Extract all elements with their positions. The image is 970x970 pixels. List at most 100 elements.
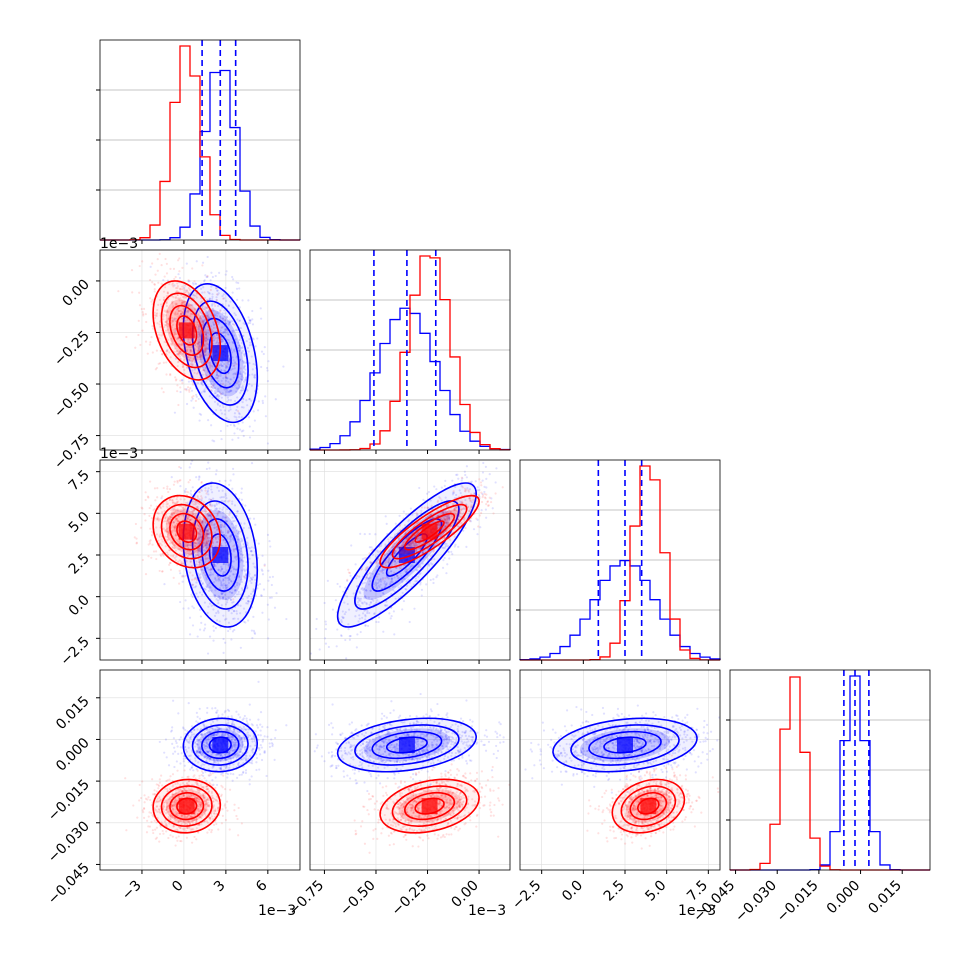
sample-point: [231, 608, 234, 611]
sample-point: [222, 582, 226, 585]
sample-point: [165, 373, 168, 376]
sample-point: [222, 496, 225, 499]
sample-point: [234, 372, 237, 375]
sample-point: [165, 361, 168, 364]
sample-point: [158, 333, 161, 336]
sample-point: [204, 333, 207, 336]
sample-point: [260, 594, 263, 597]
sample-point: [179, 297, 182, 300]
sample-point: [189, 351, 192, 354]
sample-point: [214, 337, 217, 340]
sample-point: [206, 586, 209, 589]
sample-point: [178, 465, 181, 469]
sample-point: [159, 303, 163, 306]
sample-point: [166, 292, 169, 295]
sample-point: [179, 572, 182, 575]
sample-point: [232, 538, 235, 541]
sample-point: [212, 337, 215, 340]
sample-point: [225, 544, 228, 547]
sample-point: [481, 479, 484, 482]
sample-point: [205, 585, 208, 588]
sample-point: [202, 321, 206, 325]
sample-point: [384, 515, 387, 518]
sample-point: [191, 360, 194, 363]
sample-point: [206, 315, 209, 318]
sample-point: [153, 311, 156, 314]
sample-point: [171, 545, 174, 548]
sample-point: [204, 331, 207, 334]
sample-point: [173, 480, 176, 483]
sample-point: [192, 394, 195, 398]
sample-point: [174, 310, 177, 313]
sample-point: [181, 506, 184, 509]
sample-point: [256, 409, 260, 412]
sample-point: [159, 554, 163, 557]
sample-point: [219, 317, 222, 320]
sample-point: [348, 635, 351, 638]
sample-point: [230, 522, 234, 525]
sample-point: [220, 592, 223, 595]
sample-point: [227, 531, 230, 534]
sample-point: [247, 594, 250, 598]
sample-point: [231, 500, 234, 503]
sample-point: [237, 532, 240, 535]
sample-point: [242, 398, 245, 401]
sample-point: [229, 399, 233, 402]
sample-point: [203, 349, 206, 352]
sample-point: [176, 293, 179, 297]
sample-point: [204, 513, 207, 516]
sample-point: [189, 553, 192, 556]
sample-point: [248, 338, 251, 341]
sample-point: [477, 493, 481, 497]
sample-point: [171, 513, 174, 517]
sample-point: [206, 490, 209, 494]
sample-point: [144, 519, 147, 522]
sample-point: [206, 532, 209, 535]
sample-point: [198, 317, 201, 320]
sample-point: [187, 310, 190, 313]
sample-point: [198, 325, 201, 328]
sample-point: [178, 479, 181, 482]
sample-point: [144, 498, 147, 502]
sample-point: [189, 462, 193, 465]
sample-point: [190, 518, 193, 521]
contour-line: [182, 283, 259, 424]
sample-point: [213, 563, 216, 566]
sample-point: [156, 511, 159, 515]
sample-point: [233, 589, 237, 592]
sample-point: [209, 574, 212, 577]
sample-point: [154, 273, 157, 276]
sample-point: [217, 395, 220, 398]
sample-point: [229, 389, 233, 392]
sample-point: [237, 574, 241, 577]
sample-point: [223, 618, 227, 621]
sample-point: [310, 661, 312, 663]
sample-point: [324, 620, 327, 623]
sample-point: [177, 354, 180, 357]
sample-point: [190, 593, 193, 596]
sample-point: [206, 342, 209, 345]
sample-point: [158, 362, 162, 365]
sample-point: [206, 529, 210, 532]
sample-point: [226, 388, 229, 392]
sample-point: [174, 347, 177, 350]
sample-point: [222, 562, 225, 566]
sample-point: [179, 479, 182, 482]
sample-point: [210, 604, 213, 607]
sample-point: [242, 543, 245, 546]
sample-point: [199, 355, 202, 359]
sample-point: [233, 617, 236, 620]
sample-point: [185, 559, 188, 562]
sample-point: [235, 593, 239, 596]
sample-point: [237, 341, 240, 344]
sample-point: [192, 406, 195, 409]
sample-point: [204, 274, 207, 277]
sample-point: [183, 288, 186, 292]
sample-point: [216, 402, 219, 405]
sample-point: [170, 337, 173, 341]
sample-point: [192, 357, 195, 361]
sample-point: [187, 607, 190, 610]
sample-point: [176, 286, 179, 290]
sample-point: [408, 620, 411, 624]
sample-point: [218, 404, 222, 408]
